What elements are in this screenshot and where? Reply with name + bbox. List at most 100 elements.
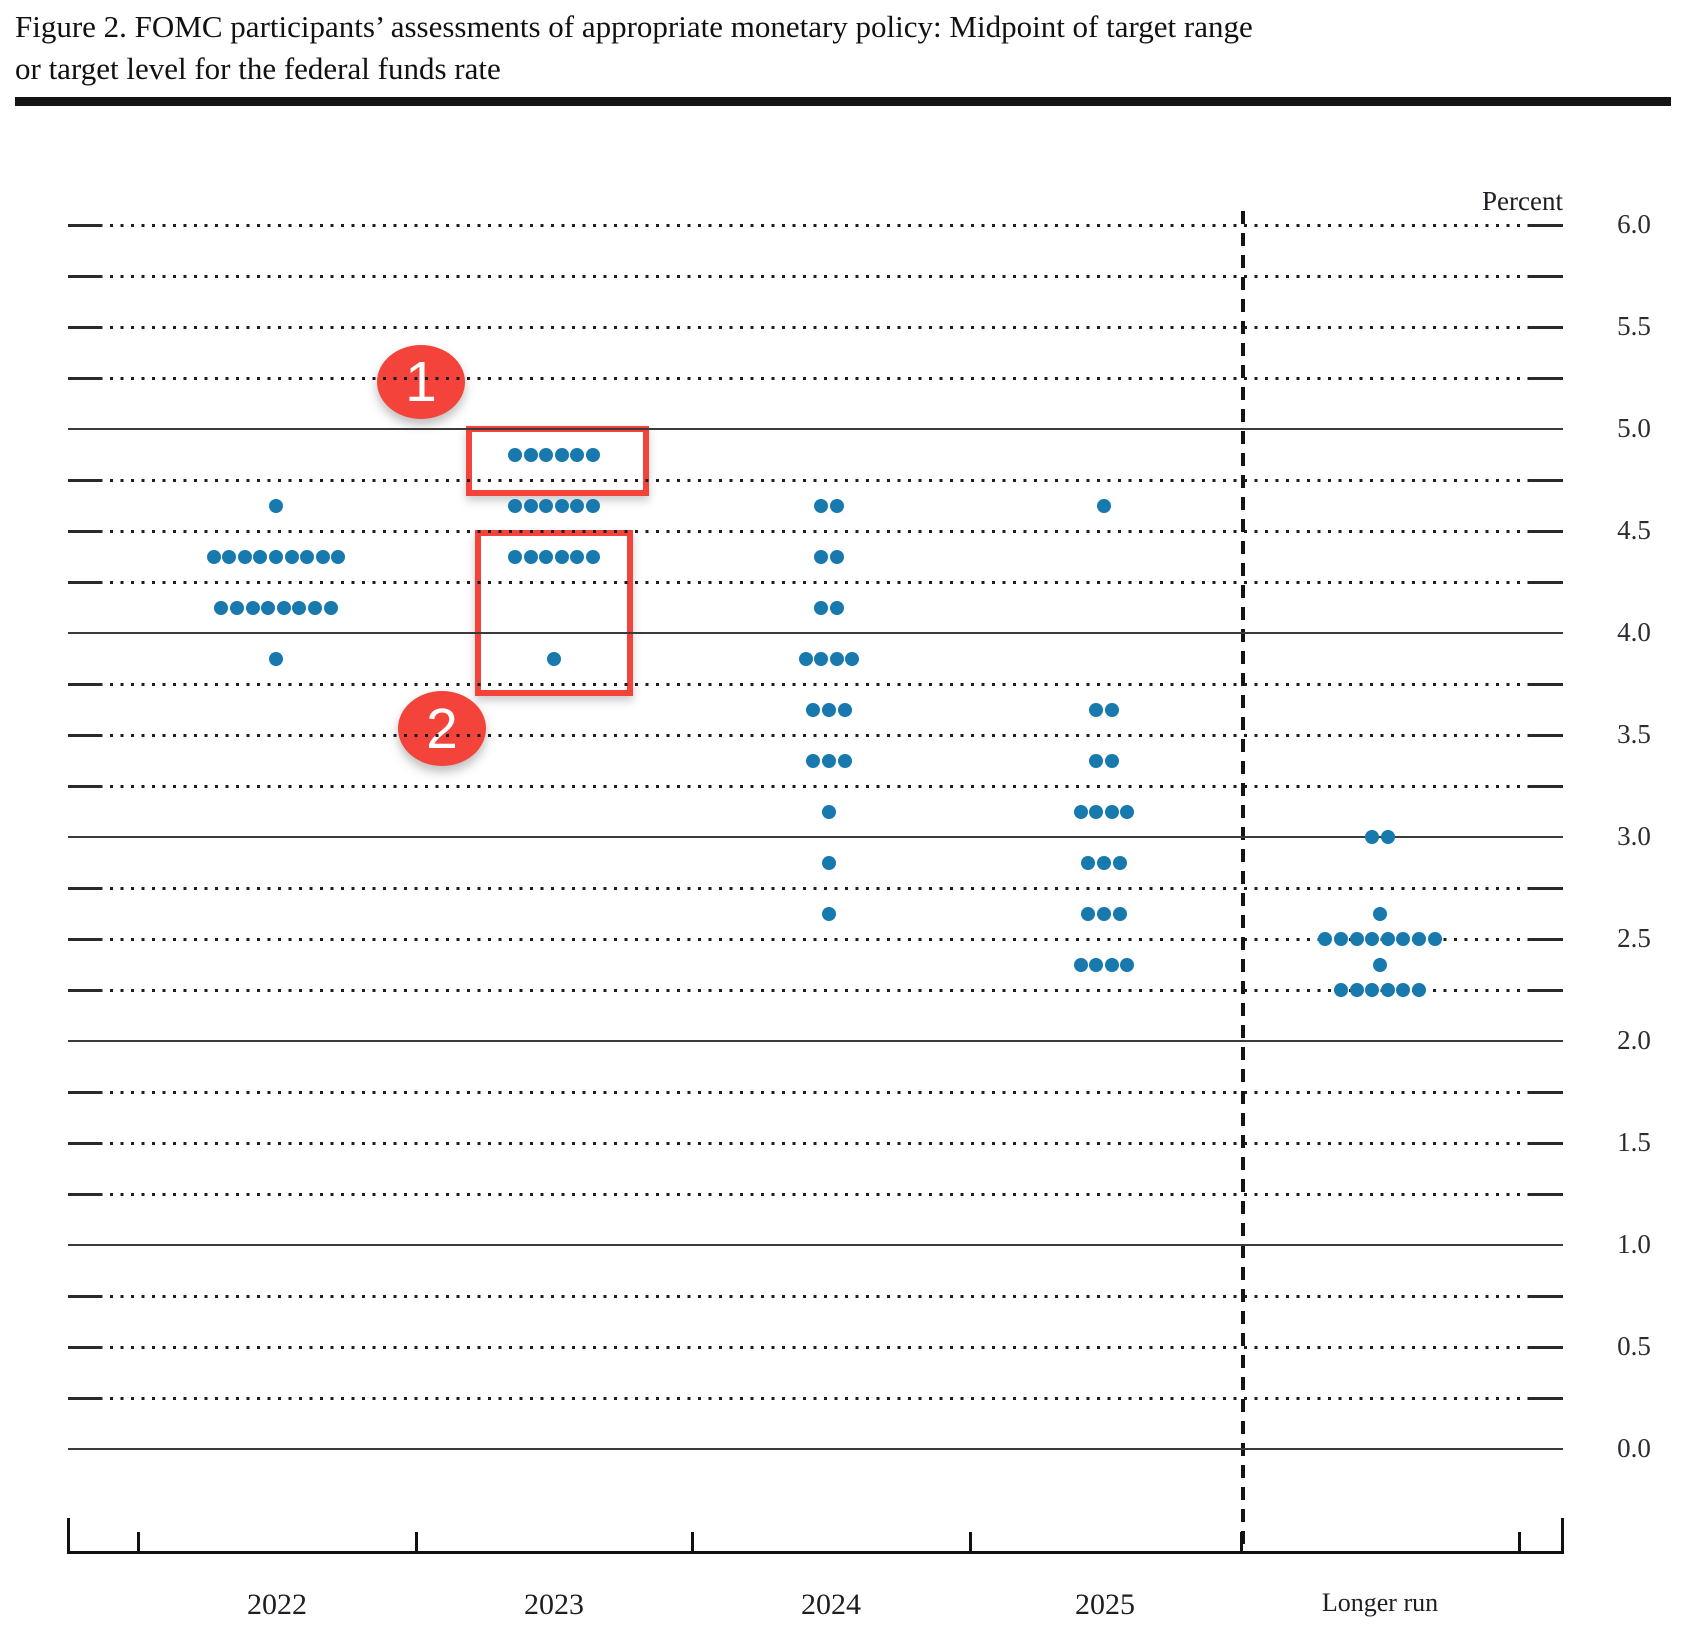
projection-dot: [1365, 932, 1380, 946]
projection-dot: [1365, 830, 1380, 844]
projection-dot: [300, 549, 315, 564]
projection-dot: [261, 600, 276, 615]
gridline-tick-left: [68, 325, 102, 329]
gridline-tick-right: [1529, 784, 1563, 788]
y-axis-tick-label: 1.5: [1617, 1127, 1651, 1157]
gridline-tick-right: [1529, 478, 1563, 482]
projection-dot: [292, 600, 307, 615]
gridline: [68, 886, 1563, 890]
gridline-tick-left: [68, 274, 102, 278]
gridline-tick-left: [68, 1294, 102, 1298]
gridline-tick-right: [1529, 325, 1563, 329]
gridline-tick-left: [68, 733, 102, 737]
projection-dot: [253, 549, 268, 564]
projection-dot: [1097, 855, 1111, 870]
gridline-tick-right: [1529, 376, 1563, 380]
projection-dot: [1089, 804, 1104, 819]
gridline: [68, 1396, 1563, 1400]
projection-dot: [1112, 855, 1127, 870]
gridline-tick-left: [68, 988, 102, 992]
projection-dot: [1089, 957, 1104, 972]
projection-dot: [523, 549, 538, 564]
x-axis-end-tick: [1561, 1518, 1564, 1554]
projection-dot: [814, 651, 829, 666]
gridline-tick-right: [1529, 682, 1563, 686]
gridline-tick-right: [1529, 1141, 1563, 1145]
projection-dot: [1120, 957, 1135, 972]
projection-dot: [1081, 906, 1096, 921]
gridline-tick-right: [1529, 529, 1563, 533]
projection-dot: [222, 549, 237, 564]
projection-dot: [1412, 932, 1426, 946]
y-axis-tick-label: 4.0: [1617, 617, 1651, 647]
gridline: [68, 529, 1563, 533]
y-axis-unit-label: Percent: [1482, 186, 1563, 216]
y-axis-tick-label: 5.5: [1617, 311, 1651, 341]
projection-dot: [554, 498, 569, 513]
gridline-tick-left: [68, 1192, 102, 1196]
gridline-tick-left: [68, 784, 102, 788]
projection-dot: [554, 447, 569, 462]
gridline: [68, 1141, 1563, 1145]
gridline: [68, 223, 1563, 227]
x-axis-label: 2024: [801, 1588, 861, 1621]
projection-dot: [1380, 932, 1395, 946]
projection-dot: [1073, 957, 1088, 972]
projection-dot: [1396, 932, 1411, 946]
title-rule: [15, 97, 1671, 106]
gridline-tick-left: [68, 1141, 102, 1145]
projection-dot: [814, 549, 829, 564]
gridline: [68, 376, 1563, 380]
projection-dot: [822, 906, 836, 921]
gridline-tick-right: [1529, 1294, 1563, 1298]
projection-dot: [284, 549, 299, 564]
gridline-tick-left: [68, 376, 102, 380]
projection-dot: [539, 498, 554, 513]
projection-dot: [1365, 983, 1380, 997]
gridline: [68, 1345, 1563, 1349]
figure-title-line1: Figure 2. FOMC participants’ assessments…: [15, 9, 1253, 44]
projection-dot: [554, 549, 569, 564]
gridline: [68, 937, 1563, 941]
x-axis-end-tick: [67, 1518, 70, 1554]
annotation-marker-2: 2: [398, 691, 486, 766]
projection-dot: [1097, 498, 1111, 513]
gridline-tick-right: [1529, 1345, 1563, 1349]
gridline-tick-right: [1529, 1396, 1563, 1400]
projection-dot: [570, 447, 585, 462]
projection-dot: [829, 651, 844, 666]
gridline: [68, 1090, 1563, 1094]
projection-dot: [1396, 983, 1411, 997]
projection-dot: [1081, 855, 1096, 870]
projection-dot: [308, 600, 322, 615]
longer-run-separator-line: [1241, 211, 1245, 1552]
x-axis-label: 2022: [247, 1588, 307, 1621]
projection-dot: [539, 549, 554, 564]
projection-dot: [1104, 957, 1119, 972]
projection-dot: [323, 600, 338, 615]
projection-dot: [829, 498, 844, 513]
projection-dot: [837, 753, 852, 768]
projection-dot: [814, 600, 829, 615]
projection-dot: [586, 447, 600, 462]
projection-dot: [539, 447, 554, 462]
figure-title: Figure 2. FOMC participants’ assessments…: [15, 6, 1671, 90]
projection-dot: [276, 600, 291, 615]
gridline: [68, 274, 1563, 278]
projection-dot: [523, 447, 538, 462]
projection-dot: [237, 549, 252, 564]
gridline-tick-left: [68, 1090, 102, 1094]
projection-dot: [269, 498, 283, 513]
gridline-tick-left: [68, 478, 102, 482]
projection-dot: [570, 498, 585, 513]
gridline-tick-right: [1529, 580, 1563, 584]
annotation-marker-2-label: 2: [426, 696, 458, 761]
projection-dot: [1349, 983, 1364, 997]
x-axis-line: [68, 1551, 1564, 1554]
projection-dot: [814, 498, 829, 513]
gridline-tick-left: [68, 682, 102, 686]
projection-dot: [1104, 753, 1119, 768]
projection-dot: [1334, 983, 1348, 997]
projection-dot: [822, 855, 836, 870]
gridline-tick-right: [1529, 1090, 1563, 1094]
